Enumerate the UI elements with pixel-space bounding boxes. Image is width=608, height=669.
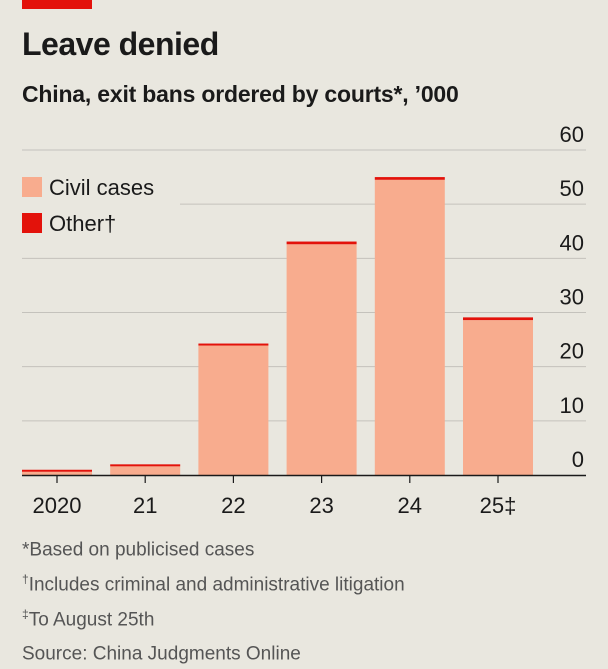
x-tick-label: 24 — [398, 493, 422, 518]
x-tick-label: 23 — [309, 493, 333, 518]
y-tick-label: 30 — [560, 285, 584, 310]
bar-other-5 — [463, 317, 533, 321]
x-tick-label: 2020 — [33, 493, 82, 518]
bar-other-4 — [374, 177, 445, 180]
legend-other-swatch — [22, 213, 42, 233]
bar-civil-2 — [198, 345, 269, 475]
y-tick-label: 50 — [560, 176, 584, 201]
legend-other-label: Other† — [49, 211, 116, 236]
x-tick-label: 25‡ — [480, 493, 517, 518]
chart-title: Leave denied — [22, 26, 219, 62]
footnote-1: *Based on publicised cases — [22, 539, 255, 561]
bar-other-1 — [110, 464, 181, 467]
bar-chart: 0 10 20 30 40 50 60 2020 21 22 23 24 25‡ Civil cases O… — [22, 122, 586, 518]
bar-civil-1 — [110, 466, 181, 475]
bar-other-3 — [286, 241, 357, 245]
chart-subtitle: China, exit bans ordered by courts*, ’00… — [22, 81, 459, 107]
y-tick-label: 10 — [560, 393, 584, 418]
bar-civil-3 — [286, 244, 357, 475]
x-tick-label: 21 — [133, 493, 157, 518]
bar-civil-0 — [22, 471, 92, 475]
bar-civil-5 — [463, 320, 533, 475]
bar-other-0 — [22, 469, 92, 472]
legend-civil-swatch — [22, 177, 42, 197]
brand-tag — [22, 0, 92, 9]
y-tick-label: 40 — [560, 230, 584, 255]
y-tick-label: 60 — [560, 122, 584, 147]
footnote-2: †Includes criminal and administrative li… — [22, 571, 405, 596]
y-tick-label: 0 — [572, 447, 584, 472]
bar-other-2 — [198, 343, 269, 346]
x-tick-label: 22 — [221, 493, 245, 518]
footnote-source: Source: China Judgments Online — [22, 643, 301, 665]
legend-civil-label: Civil cases — [49, 175, 154, 200]
y-tick-label: 20 — [560, 339, 584, 364]
bar-civil-4 — [374, 179, 445, 475]
footnotes: *Based on publicised cases †Includes cri… — [22, 530, 405, 669]
footnote-3: ‡To August 25th — [22, 606, 155, 630]
